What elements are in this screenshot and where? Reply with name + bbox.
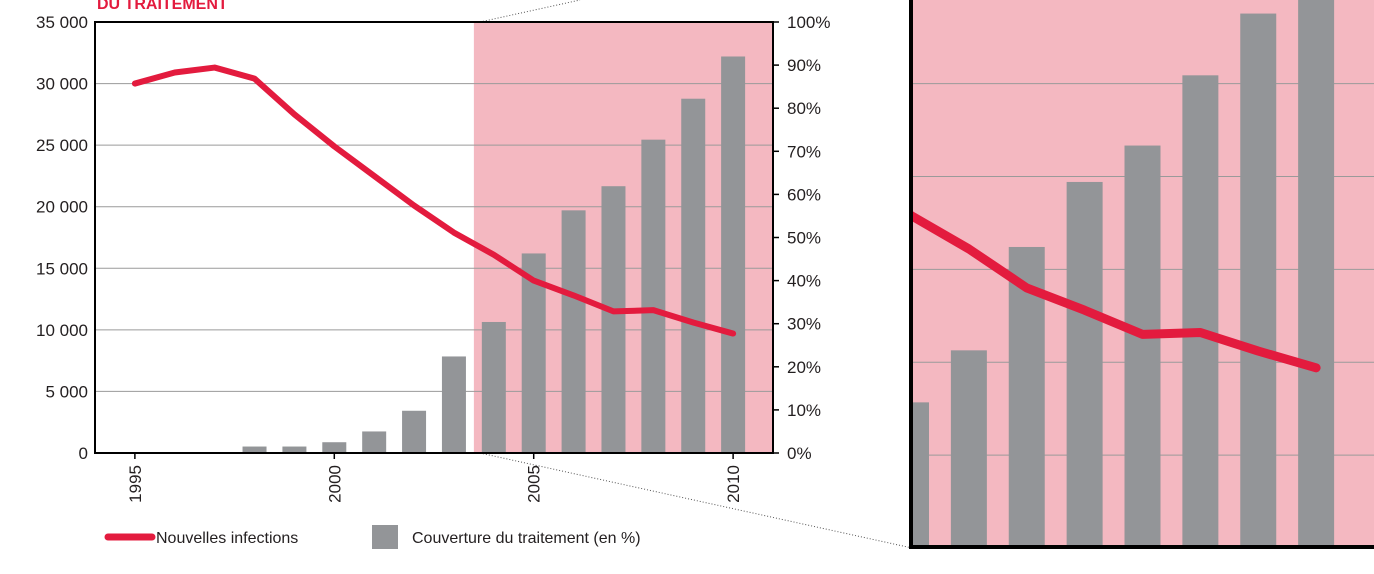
bar bbox=[242, 446, 267, 453]
y-tick-label: 20 000 bbox=[36, 198, 88, 217]
bar bbox=[481, 321, 506, 453]
x-tick-label: 2005 bbox=[525, 465, 544, 503]
y-tick-label: 5 000 bbox=[45, 382, 88, 401]
bar bbox=[441, 356, 466, 453]
bar bbox=[662, 538, 698, 548]
bar bbox=[721, 56, 746, 453]
legend: Nouvelles infections Couverture du traite… bbox=[104, 525, 641, 549]
bar bbox=[322, 442, 347, 453]
inset-frame bbox=[909, 0, 1374, 549]
y-tick-label: 0 bbox=[79, 444, 88, 463]
bar bbox=[362, 431, 387, 453]
bar bbox=[777, 515, 813, 548]
y-tick-label: 15 000 bbox=[36, 259, 88, 278]
legend-swatch bbox=[372, 525, 398, 549]
bar bbox=[402, 410, 427, 453]
bar bbox=[601, 186, 626, 453]
bar bbox=[1124, 145, 1161, 546]
main-plot: 0 5 000 10 000 15 000 20 000 25 000 30 000 35 0… bbox=[36, 13, 830, 503]
bar bbox=[282, 446, 307, 453]
bar bbox=[681, 98, 706, 453]
y-tick-label: 30 000 bbox=[36, 75, 88, 94]
y2-tick-label: 70% bbox=[787, 142, 821, 161]
y2-tick-label: 80% bbox=[787, 99, 821, 118]
y2-tick-label: 60% bbox=[787, 185, 821, 204]
y-tick-label: 35 000 bbox=[36, 13, 88, 32]
zoom-connector bbox=[479, 0, 581, 23]
y2-tick-label: 0% bbox=[787, 444, 812, 463]
plot-frame bbox=[94, 21, 774, 454]
legend-label: Couverture du traitement (en %) bbox=[412, 530, 641, 547]
y-tick-label: 25 000 bbox=[36, 136, 88, 155]
x-tick-label: 1995 bbox=[126, 465, 145, 503]
bar bbox=[561, 210, 586, 453]
x-tick-label: 2010 bbox=[724, 465, 743, 503]
bar bbox=[950, 350, 987, 546]
line bbox=[131, 64, 737, 337]
y2-tick-label: 90% bbox=[787, 56, 821, 75]
y2-tick-label: 50% bbox=[787, 229, 821, 248]
bar bbox=[1066, 181, 1103, 546]
bar bbox=[1298, 0, 1335, 546]
line bbox=[911, 209, 1321, 373]
y2-tick-label: 10% bbox=[787, 401, 821, 420]
y2-tick-label: 40% bbox=[787, 272, 821, 291]
bar bbox=[835, 484, 871, 548]
legend-label: Nouvelles infections bbox=[156, 530, 298, 547]
bar bbox=[911, 402, 929, 546]
y2-tick-label: 30% bbox=[787, 315, 821, 334]
inset-plot bbox=[662, 0, 1374, 548]
bar bbox=[1182, 75, 1219, 546]
x-tick-label: 2000 bbox=[325, 465, 344, 503]
bar bbox=[1240, 13, 1277, 546]
bar bbox=[719, 532, 755, 548]
y-tick-label: 10 000 bbox=[36, 321, 88, 340]
chart-title: DU TRAITEMENT bbox=[97, 0, 228, 13]
y2-tick-label: 20% bbox=[787, 358, 821, 377]
bar bbox=[641, 139, 666, 453]
y2-tick-label: 100% bbox=[787, 13, 830, 32]
